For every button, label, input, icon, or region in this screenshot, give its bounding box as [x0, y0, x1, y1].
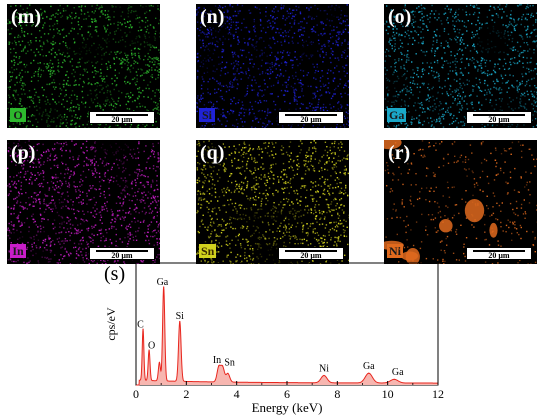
element-map-image: [384, 4, 537, 128]
panel-label: (o): [388, 6, 412, 28]
scale-bar: 20 μm: [466, 111, 532, 124]
element-map-2: (n) Si 20 μm: [196, 4, 349, 128]
scale-bar: 20 μm: [89, 247, 155, 260]
element-badge: Ni: [387, 244, 403, 258]
scale-bar-label: 20 μm: [111, 115, 133, 124]
panel-label: (n): [200, 6, 225, 28]
peak-point-11: [393, 378, 395, 380]
x-tick-label: 0: [133, 387, 139, 401]
scale-bar-label: 20 μm: [300, 251, 322, 260]
peak-point-7: [221, 365, 224, 367]
peak-label-c: C: [137, 320, 144, 331]
peak-label-ga: Ga: [392, 367, 404, 378]
peak-point-9: [323, 374, 325, 377]
x-tick-label: 6: [284, 387, 290, 401]
scale-bar-label: 20 μm: [111, 251, 133, 260]
x-tick-label: 12: [432, 387, 444, 401]
element-map-6: (r) Ni 20 μm: [384, 140, 537, 264]
eds-spectrum-chart: (s) 0 2 4 6 8 10 12 CO Ga Si In Sn Ni Ga Ga Energy (k…: [104, 262, 444, 415]
element-badge: In: [10, 244, 26, 258]
x-axis-label: Energy (keV): [252, 400, 323, 415]
scale-bar: 20 μm: [278, 247, 344, 260]
element-badge: Si: [199, 108, 215, 122]
x-tick-label: 10: [382, 387, 394, 401]
element-map-image: [384, 140, 537, 264]
panel-label-s: (s): [104, 263, 125, 285]
peak-point-10: [368, 372, 370, 374]
peak-point-6: [218, 365, 220, 367]
element-map-image: [196, 140, 349, 264]
element-badge: Sn: [199, 244, 217, 258]
peak-label-in: In: [213, 355, 221, 366]
peak-point-8: [227, 372, 229, 374]
peak-point-4: [163, 286, 165, 288]
peak-point-2: [148, 349, 150, 351]
panel-label: (r): [388, 142, 411, 164]
panel-label: (m): [11, 6, 41, 28]
element-map-4: (p) In 20 μm: [7, 140, 160, 264]
peak-label-ga: Ga: [363, 361, 375, 372]
peak-label-sn: Sn: [224, 358, 235, 369]
panel-label: (p): [11, 142, 36, 164]
peak-label-ga: Ga: [157, 277, 169, 288]
peak-point-5: [179, 320, 181, 323]
x-tick-label: 8: [334, 387, 340, 401]
element-badge: O: [10, 108, 26, 122]
element-map-image: [7, 140, 160, 264]
element-badge: Ga: [387, 108, 407, 122]
element-map-3: (o) Ga 20 μm: [384, 4, 537, 128]
scale-bar-label: 20 μm: [300, 115, 322, 124]
scale-bar: 20 μm: [278, 111, 344, 124]
element-map-5: (q) Sn 20 μm: [196, 140, 349, 264]
scale-bar: 20 μm: [466, 247, 532, 260]
element-map-1: (m) O 20 μm: [7, 4, 160, 128]
peak-label-ni: Ni: [319, 364, 329, 375]
scale-bar: 20 μm: [89, 111, 155, 124]
peak-point-1: [142, 328, 144, 330]
peak-label-si: Si: [176, 311, 185, 322]
x-tick-label: 4: [234, 387, 240, 401]
scale-bar-label: 20 μm: [488, 115, 510, 124]
x-tick-label: 2: [183, 387, 189, 401]
y-axis-label: cps/eV: [104, 307, 118, 341]
scale-bar-label: 20 μm: [488, 251, 510, 260]
peak-label-o: O: [148, 340, 155, 351]
peak-point-3: [158, 361, 161, 364]
panel-label: (q): [200, 142, 225, 164]
